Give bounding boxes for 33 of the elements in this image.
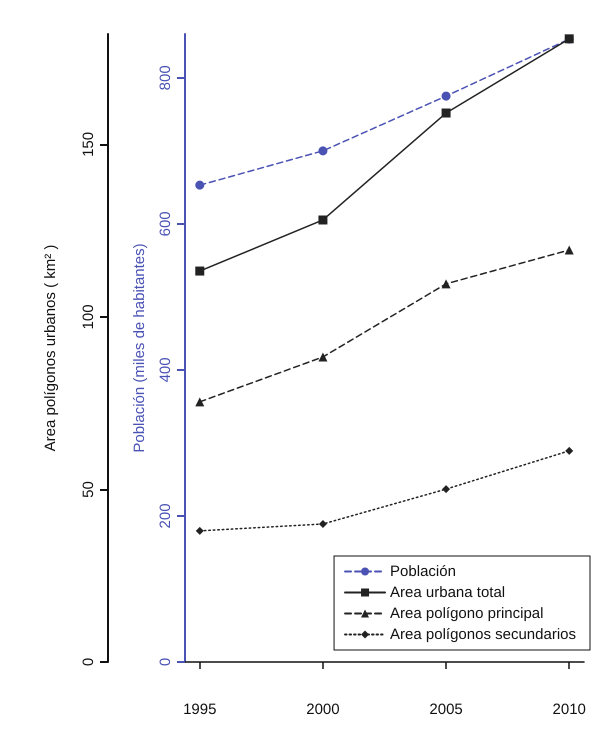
point (195, 266, 204, 276)
point (195, 180, 204, 190)
point (318, 215, 328, 224)
y-tick-label: 50 (80, 481, 97, 498)
point (196, 526, 204, 535)
y2-tick-label: 800 (157, 65, 174, 90)
point (442, 92, 451, 101)
x-tick-label: 2010 (552, 701, 586, 718)
point (195, 397, 204, 406)
point (442, 279, 451, 288)
y-tick-label: 150 (80, 132, 97, 157)
x-tick-label: 2000 (306, 701, 340, 718)
legend-label: Area polígono principal (390, 605, 544, 622)
point (318, 146, 328, 156)
legend-label: Area urbana total (390, 584, 506, 601)
y2-tick-label: 200 (157, 503, 174, 528)
legend-label: Area polígonos secundarios (390, 626, 576, 643)
y2-tick-label: 600 (157, 211, 174, 236)
y-axis-title: Area polígonos urbanos ( km² ) (42, 244, 59, 452)
x-tick-label: 1995 (183, 701, 216, 718)
point (442, 108, 451, 118)
point (318, 352, 328, 362)
y2-tick-label: 400 (157, 357, 174, 382)
point (564, 246, 574, 255)
y-tick-label: 100 (80, 304, 97, 330)
y2-axis-title: Población (miles de habitantes) (131, 243, 148, 453)
y2-tick-label: 0 (157, 658, 174, 666)
point (442, 485, 450, 494)
y-tick-label: 0 (80, 658, 97, 666)
point (565, 446, 574, 455)
point (318, 520, 327, 528)
legend-label: Población (390, 563, 456, 580)
x-tick-label: 2005 (429, 701, 463, 718)
